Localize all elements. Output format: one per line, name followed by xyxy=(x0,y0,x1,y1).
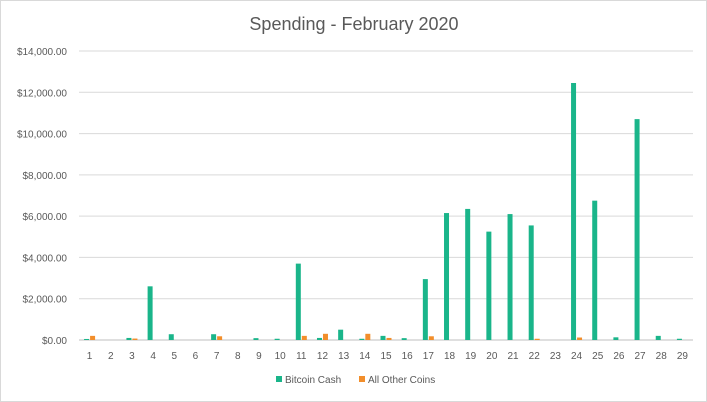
x-tick-label: 8 xyxy=(235,351,241,362)
y-tick-label: $10,000.00 xyxy=(17,130,67,141)
legend-label-bitcoin-cash: Bitcoin Cash xyxy=(285,375,341,386)
bar-all-other-coins-day-24 xyxy=(577,337,583,340)
x-tick-label: 14 xyxy=(359,351,371,362)
x-tick-label: 6 xyxy=(193,351,199,362)
bar-bitcoin-cash-day-12 xyxy=(316,337,322,340)
legend-label-all-other-coins: All Other Coins xyxy=(368,375,435,386)
x-tick-label: 9 xyxy=(256,351,262,362)
bar-all-other-coins-day-17 xyxy=(428,336,434,340)
x-tick-label: 17 xyxy=(423,351,435,362)
bar-bitcoin-cash-day-13 xyxy=(338,329,344,340)
y-tick-label: $14,000.00 xyxy=(17,47,67,58)
bar-bitcoin-cash-day-5 xyxy=(168,334,174,340)
bar-all-other-coins-day-3 xyxy=(132,338,138,340)
bar-all-other-coins-day-11 xyxy=(301,335,307,340)
x-tick-label: 27 xyxy=(635,351,647,362)
x-tick-label: 20 xyxy=(486,351,498,362)
bar-bitcoin-cash-day-10 xyxy=(274,338,280,340)
y-axis-ticks: $0.00 $2,000.00 $4,000.00 $6,000.00 $8,000.0… xyxy=(17,47,67,347)
x-tick-label: 18 xyxy=(444,351,456,362)
bar-bitcoin-cash-day-26 xyxy=(613,337,619,340)
x-tick-label: 16 xyxy=(402,351,414,362)
bar-all-other-coins-day-15 xyxy=(386,337,392,340)
bar-bitcoin-cash-day-9 xyxy=(253,338,259,340)
x-tick-label: 25 xyxy=(592,351,604,362)
bar-bitcoin-cash-day-29 xyxy=(676,338,682,340)
bar-bitcoin-cash-day-15 xyxy=(380,335,386,340)
chart-title: Spending - February 2020 xyxy=(249,14,458,34)
x-tick-label: 15 xyxy=(380,351,392,362)
bar-bitcoin-cash-day-21 xyxy=(507,214,513,340)
bar-bitcoin-cash-day-22 xyxy=(528,225,534,340)
bar-bitcoin-cash-day-25 xyxy=(592,200,598,340)
x-tick-label: 19 xyxy=(465,351,477,362)
bar-bitcoin-cash-day-17 xyxy=(422,279,428,340)
x-tick-label: 21 xyxy=(507,351,519,362)
x-axis-ticks: 1 2 3 4 5 6 7 8 9 10 11 12 13 14 15 16 17 18 19 20 21 22 23 24 2… xyxy=(87,351,689,362)
bar-all-other-coins-day-14 xyxy=(365,333,371,340)
bar-bitcoin-cash-day-27 xyxy=(634,119,640,340)
x-tick-label: 13 xyxy=(338,351,350,362)
x-tick-label: 1 xyxy=(87,351,93,362)
bar-bitcoin-cash-day-19 xyxy=(465,208,471,340)
bar-all-other-coins-day-12 xyxy=(322,333,328,340)
x-tick-label: 10 xyxy=(275,351,287,362)
y-tick-label: $4,000.00 xyxy=(23,253,68,264)
y-tick-label: $0.00 xyxy=(42,336,67,347)
bar-bitcoin-cash-day-1 xyxy=(84,338,90,340)
bar-bitcoin-cash-day-4 xyxy=(147,286,153,340)
x-tick-label: 28 xyxy=(656,351,668,362)
bar-bitcoin-cash-day-18 xyxy=(444,213,450,340)
x-tick-label: 5 xyxy=(171,351,177,362)
bar-bitcoin-cash-day-16 xyxy=(401,338,407,340)
x-tick-label: 12 xyxy=(317,351,329,362)
x-tick-label: 29 xyxy=(677,351,689,362)
x-tick-label: 23 xyxy=(550,351,562,362)
bar-bitcoin-cash-day-20 xyxy=(486,231,492,340)
legend-swatch-all-other-coins xyxy=(359,376,365,382)
x-tick-label: 4 xyxy=(150,351,156,362)
y-tick-label: $2,000.00 xyxy=(23,295,68,306)
gridlines xyxy=(79,50,693,341)
bar-all-other-coins-day-22 xyxy=(534,338,540,340)
legend: Bitcoin Cash All Other Coins xyxy=(276,375,435,386)
x-tick-label: 11 xyxy=(296,351,307,362)
x-tick-label: 2 xyxy=(108,351,114,362)
x-tick-label: 26 xyxy=(613,351,625,362)
bar-bitcoin-cash-day-14 xyxy=(359,338,365,340)
bar-bitcoin-cash-day-28 xyxy=(655,335,661,340)
x-tick-label: 3 xyxy=(129,351,135,362)
legend-swatch-bitcoin-cash xyxy=(276,376,282,382)
y-tick-label: $8,000.00 xyxy=(23,171,68,182)
bars xyxy=(84,82,682,340)
y-tick-label: $6,000.00 xyxy=(23,212,68,223)
x-tick-label: 24 xyxy=(571,351,583,362)
x-tick-label: 22 xyxy=(529,351,541,362)
bar-all-other-coins-day-1 xyxy=(90,335,96,340)
y-tick-label: $12,000.00 xyxy=(17,88,67,99)
x-tick-label: 7 xyxy=(214,351,220,362)
bar-bitcoin-cash-day-3 xyxy=(126,337,132,340)
bar-bitcoin-cash-day-24 xyxy=(571,82,577,340)
bar-bitcoin-cash-day-11 xyxy=(295,263,301,340)
bar-all-other-coins-day-7 xyxy=(217,336,223,340)
bar-bitcoin-cash-day-7 xyxy=(211,334,217,340)
